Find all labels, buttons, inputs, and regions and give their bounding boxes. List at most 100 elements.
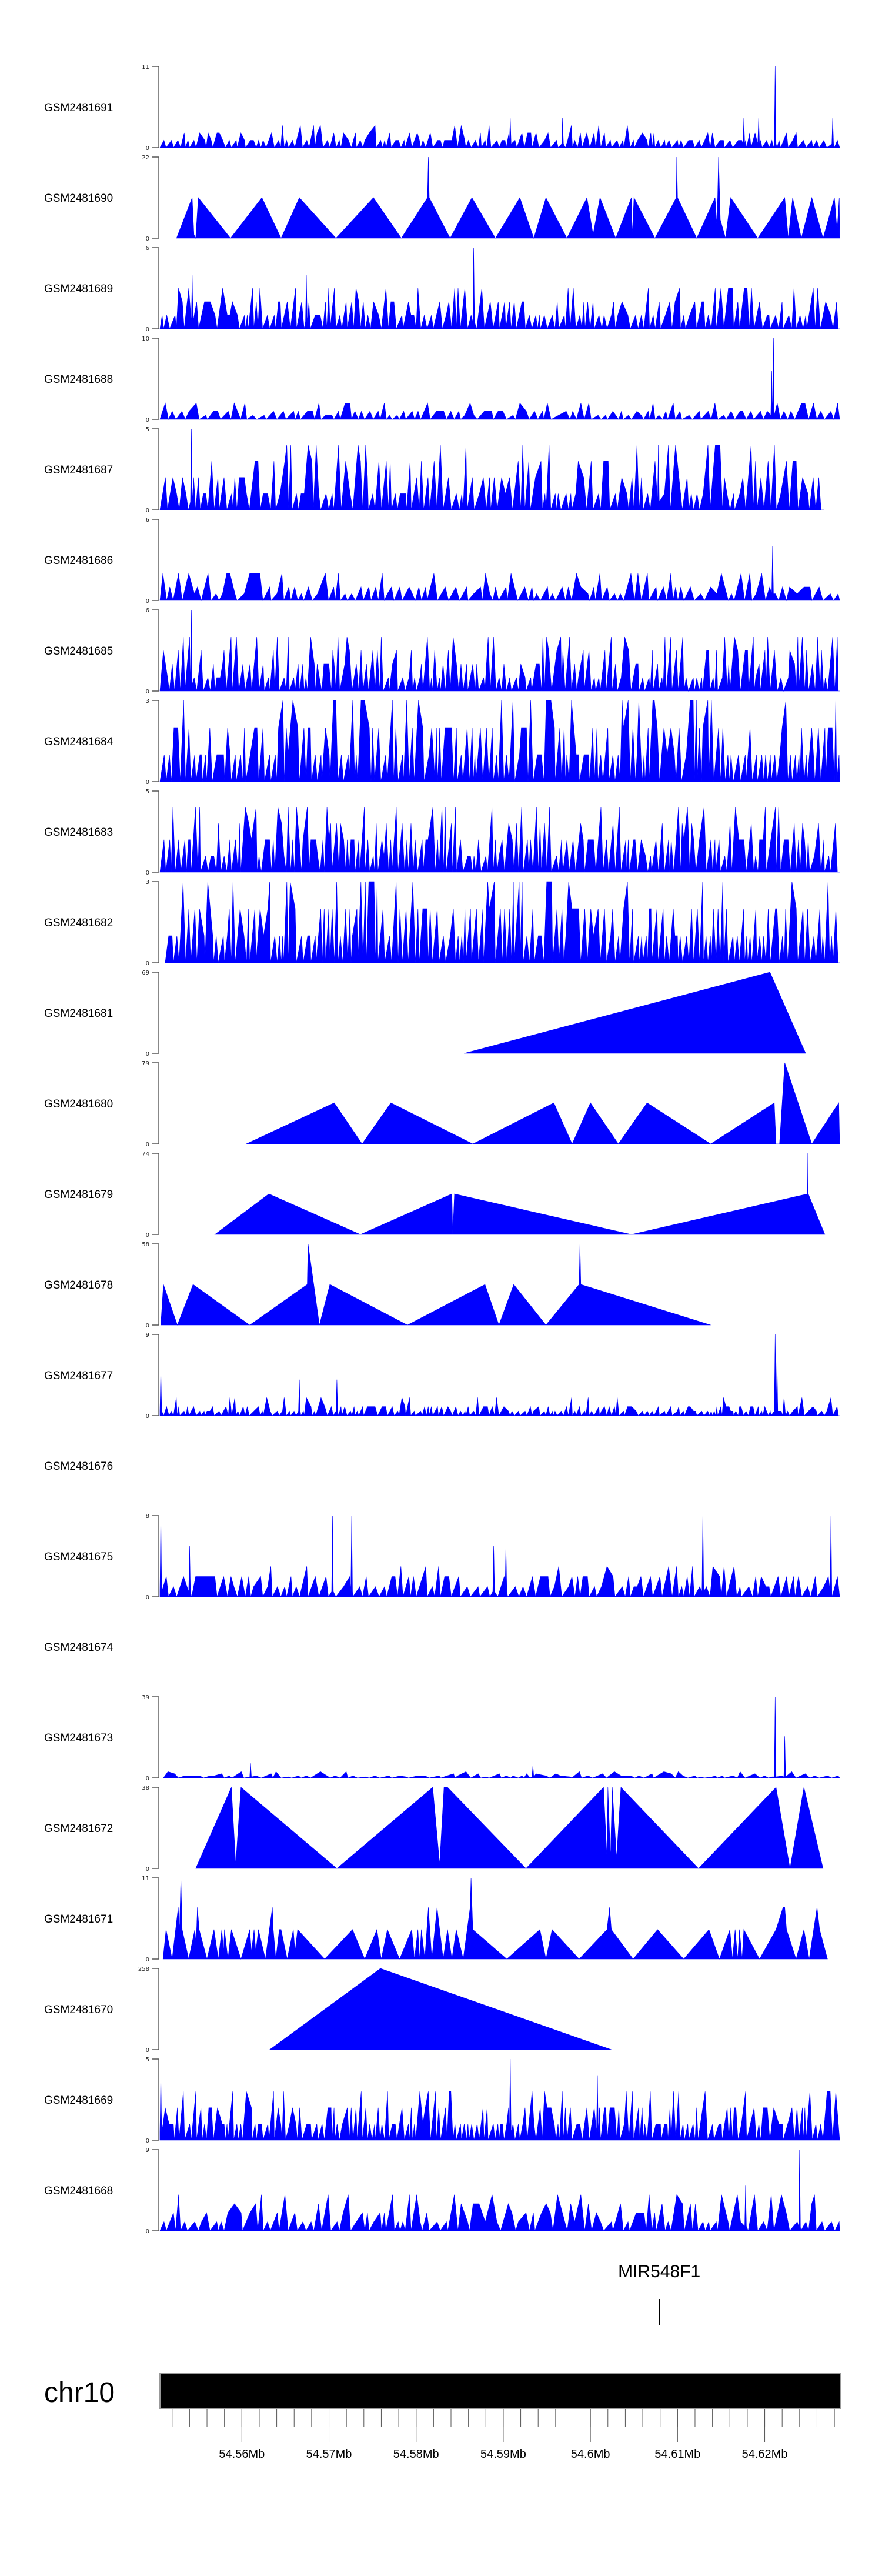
y-axis-min-label: 0: [146, 1142, 149, 1148]
y-axis-max-label: 5: [146, 2057, 149, 2063]
y-axis-max-label: 22: [142, 155, 149, 161]
track-label: GSM2481688: [44, 373, 113, 386]
track-label: GSM2481687: [44, 464, 113, 476]
track-GSM2481680: GSM2481680 79 0: [44, 1060, 840, 1148]
signal-area: [161, 1243, 711, 1326]
y-axis-min-label: 0: [146, 1051, 149, 1057]
y-axis-max-label: 39: [142, 1694, 149, 1701]
major-tick-label: 54.59Mb: [480, 2448, 526, 2461]
track-label: GSM2481674: [44, 1641, 113, 1654]
y-axis-min-label: 0: [146, 689, 149, 695]
y-axis-min-label: 0: [146, 1323, 149, 1329]
track-GSM2481689: GSM2481689 6 0: [44, 245, 840, 333]
y-axis-min-label: 0: [146, 1957, 149, 1963]
track-label: GSM2481676: [44, 1460, 113, 1473]
y-axis-max-label: 11: [142, 1876, 149, 1882]
y-axis-max-label: 3: [146, 879, 149, 886]
track-GSM2481684: GSM2481684 3 0: [44, 698, 840, 786]
chromosome-axis-ticks: 54.56Mb 54.57Mb 54.58Mb 54.59Mb 54.6Mb 54.61M…: [172, 2409, 835, 2461]
y-axis-min-label: 0: [146, 1413, 149, 1420]
track-label: GSM2481681: [44, 1007, 113, 1020]
track-GSM2481678: GSM2481678 58 0: [44, 1242, 711, 1329]
major-tick-label: 54.62Mb: [742, 2448, 788, 2461]
track-GSM2481677: GSM2481677 9 0: [44, 1332, 840, 1420]
track-GSM2481685: GSM2481685 6 0: [44, 608, 840, 695]
track-label: GSM2481680: [44, 1098, 113, 1110]
signal-area: [159, 66, 840, 149]
track-GSM2481681: GSM2481681 69 0: [44, 970, 806, 1057]
y-axis-min-label: 0: [146, 2228, 149, 2235]
track-label: GSM2481683: [44, 826, 113, 839]
signal-area: [269, 1968, 612, 2050]
track-label: GSM2481677: [44, 1370, 113, 1382]
track-label: GSM2481686: [44, 555, 113, 567]
y-axis-max-label: 11: [142, 64, 149, 71]
y-axis-max-label: 69: [142, 970, 149, 976]
gene-track: MIR548F1: [618, 2262, 700, 2325]
y-axis-min-label: 0: [146, 870, 149, 876]
track-GSM2481673: GSM2481673 39 0: [44, 1694, 840, 1782]
signal-area: [159, 247, 840, 330]
y-axis-min-label: 0: [146, 1594, 149, 1601]
y-axis-min-label: 0: [146, 2047, 149, 2054]
y-axis-min-label: 0: [146, 508, 149, 514]
track-GSM2481672: GSM2481672 38 0: [44, 1785, 824, 1873]
y-axis-min-label: 0: [146, 326, 149, 333]
signal-area: [162, 1877, 828, 1960]
gene-label: MIR548F1: [618, 2262, 700, 2281]
y-axis-min-label: 0: [146, 1866, 149, 1873]
track-label: GSM2481675: [44, 1551, 113, 1563]
signal-area: [464, 972, 806, 1054]
track-GSM2481690: GSM2481690 22 0: [44, 155, 840, 242]
y-axis-max-label: 6: [146, 608, 149, 614]
signal-area: [159, 807, 840, 873]
y-axis-min-label: 0: [146, 2138, 149, 2144]
track-label: GSM2481670: [44, 2004, 113, 2016]
y-axis-max-label: 5: [146, 426, 149, 433]
signal-area: [195, 1787, 824, 1869]
signal-area: [159, 1515, 840, 1598]
signal-area: [159, 700, 840, 782]
y-axis-max-label: 5: [146, 789, 149, 795]
track-GSM2481688: GSM2481688 10 0: [44, 336, 840, 423]
track-label: GSM2481690: [44, 192, 113, 205]
chromosome-ideogram: chr10 54.56Mb 54.57Mb 54.58Mb 54.59Mb 54.6Mb…: [44, 2373, 841, 2461]
y-axis-max-label: 9: [146, 1332, 149, 1339]
y-axis-max-label: 3: [146, 698, 149, 705]
track-GSM2481669: GSM2481669 5 0: [44, 2057, 840, 2144]
track-label: GSM2481678: [44, 1279, 113, 1292]
y-axis-min-label: 0: [146, 1776, 149, 1782]
track-label: GSM2481672: [44, 1823, 113, 1835]
track-GSM2481670: GSM2481670 258 0: [44, 1966, 612, 2054]
signal-area: [159, 2149, 840, 2232]
y-axis-min-label: 0: [146, 779, 149, 786]
track-label: GSM2481668: [44, 2185, 113, 2197]
signal-area: [159, 428, 824, 510]
y-axis-min-label: 0: [146, 417, 149, 423]
signal-area: [159, 546, 840, 602]
track-label: GSM2481679: [44, 1189, 113, 1201]
track-GSM2481671: GSM2481671 11 0: [44, 1876, 828, 1963]
track-GSM2481679: GSM2481679 74 0: [44, 1151, 826, 1239]
track-label: GSM2481685: [44, 645, 113, 658]
major-tick-label: 54.6Mb: [571, 2448, 610, 2461]
track-GSM2481682: GSM2481682 3 0: [44, 879, 840, 967]
signal-area: [165, 881, 840, 963]
y-axis-max-label: 79: [142, 1060, 149, 1067]
y-axis-min-label: 0: [146, 1232, 149, 1239]
signal-area: [159, 2058, 840, 2141]
signal-area: [159, 338, 840, 421]
track-GSM2481675: GSM2481675 8 0: [44, 1513, 840, 1601]
signal-area: [159, 1334, 840, 1417]
track-GSM2481686: GSM2481686 6 0: [44, 517, 840, 605]
y-axis-max-label: 74: [142, 1151, 149, 1157]
y-axis-max-label: 6: [146, 245, 149, 252]
signal-area: [214, 1153, 826, 1235]
track-GSM2481683: GSM2481683 5 0: [44, 789, 840, 876]
y-axis-min-label: 0: [146, 960, 149, 967]
signal-area: [163, 1696, 840, 1778]
track-GSM2481691: GSM2481691 11 0: [44, 64, 840, 152]
track-label: GSM2481689: [44, 283, 113, 295]
track-GSM2481687: GSM2481687 5 0: [44, 426, 824, 514]
